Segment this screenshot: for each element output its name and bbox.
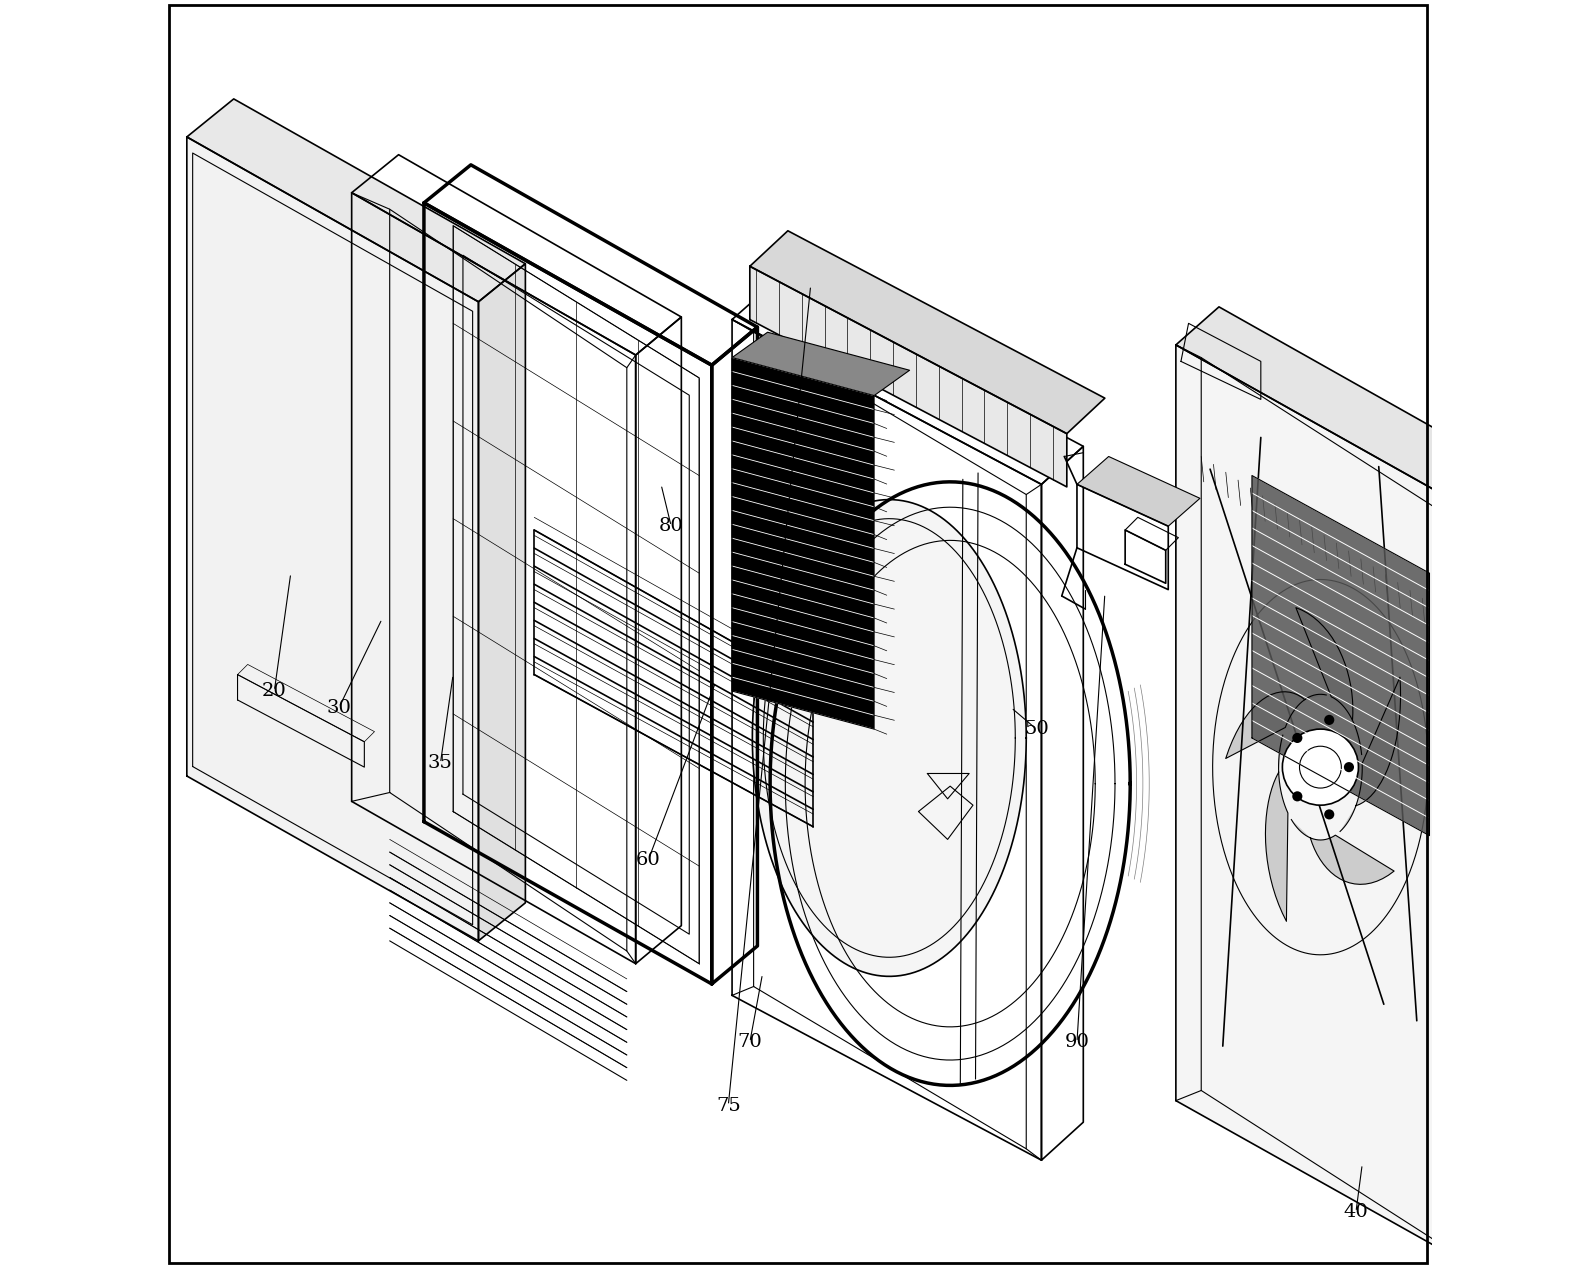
Circle shape	[1293, 791, 1302, 801]
Circle shape	[1325, 809, 1334, 819]
Text: 50: 50	[1025, 720, 1049, 738]
Polygon shape	[1266, 735, 1288, 922]
Text: 35: 35	[428, 754, 453, 772]
Text: 60: 60	[635, 851, 661, 869]
Polygon shape	[1176, 345, 1448, 1253]
Polygon shape	[187, 99, 525, 302]
Polygon shape	[1077, 456, 1200, 526]
Circle shape	[1282, 729, 1358, 805]
Polygon shape	[1251, 476, 1430, 836]
Polygon shape	[750, 266, 1066, 487]
Text: 20: 20	[262, 682, 287, 700]
Polygon shape	[479, 264, 525, 941]
Text: 90: 90	[1065, 1033, 1090, 1051]
Polygon shape	[1448, 459, 1489, 1253]
Polygon shape	[733, 332, 910, 396]
Circle shape	[1344, 762, 1353, 772]
Polygon shape	[750, 231, 1104, 434]
Polygon shape	[752, 500, 1026, 976]
Polygon shape	[1296, 607, 1361, 754]
Polygon shape	[187, 137, 479, 941]
Text: 80: 80	[659, 517, 683, 535]
Polygon shape	[1291, 819, 1395, 884]
Circle shape	[1325, 715, 1334, 725]
Text: 40: 40	[1344, 1203, 1368, 1221]
Polygon shape	[1341, 677, 1401, 832]
Text: 70: 70	[737, 1033, 763, 1051]
Circle shape	[1293, 733, 1302, 743]
Polygon shape	[1226, 692, 1326, 758]
Text: 75: 75	[717, 1097, 741, 1115]
Text: 30: 30	[327, 699, 351, 716]
Polygon shape	[1176, 307, 1489, 497]
Polygon shape	[733, 358, 875, 729]
